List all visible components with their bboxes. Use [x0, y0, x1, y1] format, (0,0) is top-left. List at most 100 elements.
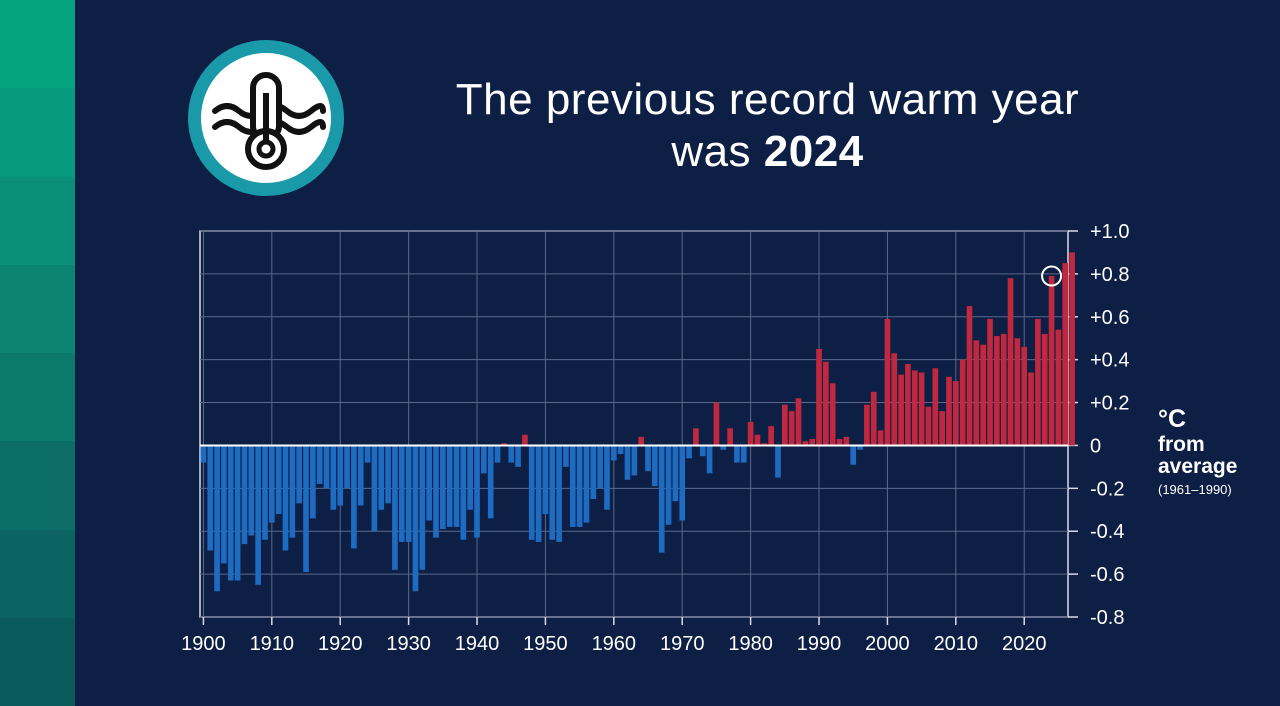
bar-1961	[617, 445, 624, 455]
bar-2001	[891, 353, 898, 446]
bar-1988	[802, 441, 809, 446]
bar-1950	[542, 445, 549, 515]
bar-1910	[269, 445, 275, 523]
bar-1968	[665, 445, 672, 525]
bar-1956	[583, 445, 590, 523]
bar-1969	[672, 445, 679, 502]
bar-1967	[658, 445, 665, 553]
bar-1938	[460, 445, 467, 540]
bar-1982	[761, 443, 768, 446]
bar-2023	[1041, 333, 1048, 446]
bar-1975	[713, 402, 720, 446]
y-tick-label: +0.4	[1090, 350, 1129, 372]
bar-1928	[392, 445, 398, 570]
bar-1972	[693, 428, 699, 446]
bar-1974	[706, 445, 713, 474]
bar-1939	[467, 445, 473, 510]
sidebar-band	[0, 617, 75, 706]
bar-1955	[576, 445, 583, 527]
bar-1929	[398, 445, 405, 542]
bar-1980	[747, 421, 754, 446]
bar-1960	[611, 445, 617, 461]
bar-1973	[699, 445, 706, 457]
bar-1937	[453, 445, 460, 527]
bar-2024	[1048, 276, 1055, 446]
bar-1934	[433, 445, 439, 538]
bar-2007	[932, 368, 939, 446]
bar-1933	[426, 445, 432, 521]
bar-1906	[241, 445, 248, 545]
bar-1944	[501, 443, 508, 446]
y-tick-label: +0.6	[1090, 307, 1129, 329]
bar-1983	[768, 426, 774, 446]
bar-1976	[720, 445, 727, 450]
sidebar-band	[0, 264, 75, 353]
x-tick-label: 1940	[455, 633, 500, 655]
bar-1923	[357, 445, 364, 506]
y-tick-label: +0.2	[1090, 393, 1129, 415]
bar-1998	[870, 391, 877, 446]
bar-1902	[214, 445, 220, 592]
bar-1962	[624, 445, 631, 480]
bar-1948	[528, 445, 535, 540]
bar-2026	[1062, 263, 1069, 446]
bar-1904	[227, 445, 234, 581]
bar-1949	[535, 445, 542, 542]
bar-1971	[686, 445, 692, 459]
bar-1957	[590, 445, 597, 500]
bar-2016	[994, 336, 1000, 446]
unit-label: °C from average (1961–1990)	[1158, 404, 1237, 502]
x-tick-label: 2020	[1002, 633, 1047, 655]
bar-1986	[788, 411, 795, 446]
x-tick-label: 2010	[934, 633, 979, 655]
bar-1997	[864, 404, 870, 446]
bar-1987	[795, 398, 802, 446]
bar-1954	[569, 445, 576, 527]
unit-period: (1961–1990)	[1158, 482, 1232, 497]
x-tick-label: 1900	[181, 633, 226, 655]
highlight-circle	[1041, 265, 1063, 287]
bar-2011	[959, 359, 966, 446]
bar-2022	[1035, 318, 1041, 446]
bar-1996	[857, 445, 863, 450]
bar-1965	[645, 445, 651, 472]
bar-1912	[282, 445, 289, 551]
bar-2012	[966, 306, 973, 446]
title-line-2-prefix: was	[671, 127, 764, 176]
x-tick-label: 1990	[797, 633, 842, 655]
x-tick-label: 2000	[865, 633, 910, 655]
bar-2010	[953, 381, 959, 446]
x-tick-label: 1980	[728, 633, 773, 655]
bar-1916	[310, 445, 316, 519]
bar-1945	[508, 445, 515, 463]
bar-2005	[918, 372, 925, 446]
bar-1951	[549, 445, 556, 540]
bar-1966	[652, 445, 658, 487]
sidebar-band	[0, 176, 75, 265]
bar-1931	[412, 445, 419, 592]
sidebar-gradient	[0, 0, 75, 706]
bar-1920	[337, 445, 344, 506]
bar-1930	[405, 445, 412, 542]
bar-1964	[638, 436, 644, 446]
sidebar-band	[0, 0, 75, 89]
unit-line-2: average	[1158, 455, 1238, 478]
y-tick-label: -0.4	[1090, 521, 1124, 543]
bar-1941	[481, 445, 487, 474]
bar-1981	[754, 434, 761, 446]
bar-2017	[1000, 333, 1007, 446]
sidebar-band	[0, 529, 75, 618]
title-line-1: The previous record warm year	[455, 75, 1080, 124]
bar-1936	[446, 445, 453, 527]
bar-1942	[487, 445, 494, 519]
bar-2004	[911, 370, 918, 446]
y-tick-label: +0.8	[1090, 264, 1129, 286]
bar-1946	[515, 445, 521, 467]
bar-2025	[1055, 329, 1062, 446]
bar-2027	[1069, 252, 1075, 446]
bar-1907	[248, 445, 255, 536]
y-tick-label: -0.8	[1090, 607, 1124, 629]
bar-1947	[522, 434, 528, 446]
bar-1915	[303, 445, 309, 572]
